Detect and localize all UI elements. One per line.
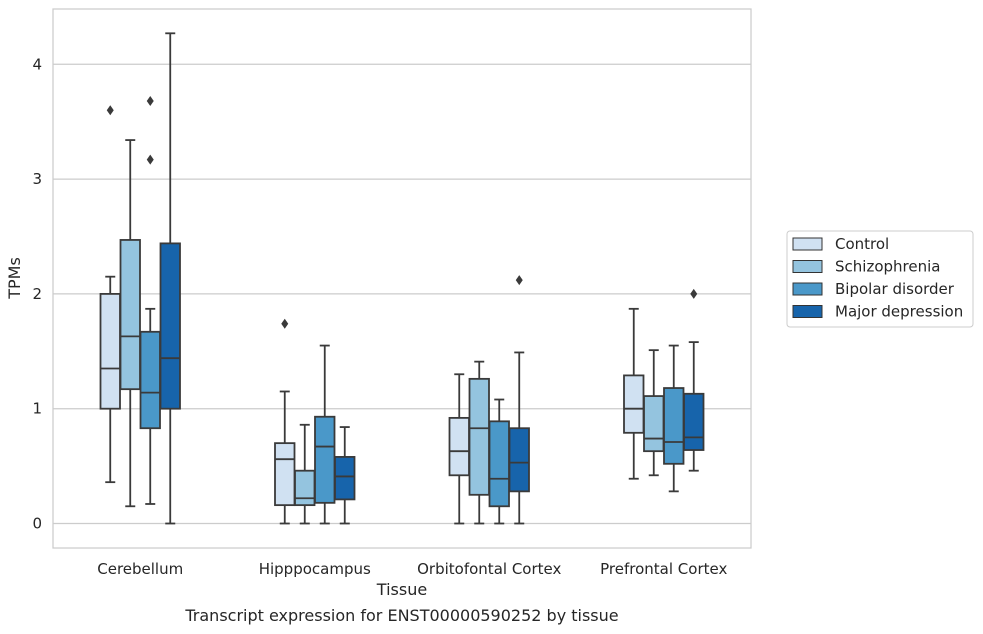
box-iqr — [159, 242, 181, 410]
y-tick-labels: 0 1 2 3 4 — [32, 55, 42, 532]
legend-item: Bipolar disorder — [792, 280, 955, 298]
x-tick-label: Hipppocampus — [259, 560, 371, 578]
outlier-point — [690, 288, 698, 299]
legend-swatch — [792, 282, 823, 296]
chart-caption: Transcript expression for ENST0000059025… — [184, 606, 618, 625]
box-iqr — [119, 239, 141, 391]
legend-item: Schizophrenia — [792, 258, 940, 276]
box-schizophrenia-0 — [119, 139, 141, 508]
box-major-depression-2 — [508, 275, 530, 525]
x-tick-label: Prefrontal Cortex — [600, 560, 727, 578]
outlier-point — [146, 96, 154, 107]
box-major-depression-3 — [683, 288, 705, 472]
box-iqr — [314, 415, 336, 504]
box-schizophrenia-1 — [294, 423, 316, 525]
gridlines — [53, 63, 751, 525]
box-series-layer — [99, 32, 705, 525]
legend-item: Control — [792, 235, 889, 253]
box-bipolar-disorder-2 — [488, 398, 510, 525]
series-bipolar-disorder — [139, 96, 685, 525]
box-iqr — [468, 377, 490, 496]
box-iqr — [334, 456, 356, 501]
box-control-0 — [99, 105, 121, 484]
y-tick-label: 0 — [32, 515, 42, 533]
box-control-2 — [448, 373, 470, 525]
box-iqr — [508, 427, 530, 493]
box-bipolar-disorder-1 — [314, 344, 336, 525]
box-schizophrenia-2 — [468, 360, 490, 525]
box-iqr — [683, 392, 705, 451]
legend-swatch — [792, 237, 823, 251]
box-major-depression-0 — [159, 32, 181, 525]
box-iqr — [99, 292, 121, 410]
outlier-point — [515, 275, 523, 286]
outlier-point — [281, 318, 289, 329]
box-iqr — [294, 469, 316, 507]
box-iqr — [274, 442, 296, 507]
box-iqr — [663, 387, 685, 465]
box-iqr — [139, 330, 161, 430]
box-control-3 — [623, 307, 645, 480]
x-tick-label: Cerebellum — [97, 560, 183, 578]
box-bipolar-disorder-3 — [663, 344, 685, 493]
x-axis-label: Tissue — [376, 580, 427, 599]
legend-label: Control — [835, 235, 889, 253]
y-tick-label: 1 — [32, 400, 42, 418]
y-tick-label: 3 — [32, 170, 42, 188]
y-tick-label: 2 — [32, 285, 42, 303]
box-iqr — [488, 420, 510, 508]
legend-frame — [786, 230, 974, 328]
box-iqr — [643, 395, 665, 453]
legend-swatch — [792, 305, 823, 318]
plot-frame — [52, 8, 752, 549]
legend-label: Schizophrenia — [835, 258, 940, 276]
x-tick-label: Orbitofontal Cortex — [417, 560, 561, 578]
box-iqr — [623, 374, 645, 434]
legend-label: Major depression — [835, 303, 963, 321]
x-tick-labels: Cerebellum Hipppocampus Orbitofontal Corte… — [97, 560, 727, 578]
box-control-1 — [274, 318, 296, 525]
box-iqr — [448, 416, 470, 477]
y-tick-label: 4 — [32, 55, 42, 73]
series-control — [99, 105, 645, 525]
series-major-depression — [159, 32, 705, 525]
box-bipolar-disorder-0 — [139, 96, 161, 505]
outlier-point — [146, 154, 154, 165]
legend-item: Major depression — [792, 303, 963, 321]
box-major-depression-1 — [334, 426, 356, 525]
legend-label: Bipolar disorder — [835, 280, 955, 298]
box-schizophrenia-3 — [643, 349, 665, 477]
legend-swatch — [792, 260, 823, 273]
legend: Control Schizophrenia Bipolar disorder Majo… — [786, 230, 974, 328]
y-axis-label: TPMs — [5, 257, 24, 300]
outlier-point — [106, 105, 114, 116]
series-schizophrenia — [119, 139, 665, 525]
